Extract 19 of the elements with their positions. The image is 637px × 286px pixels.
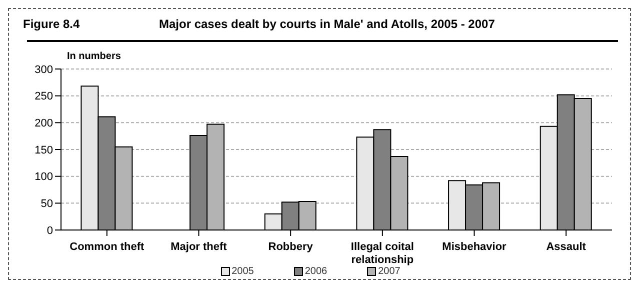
- y-tick-label: 100: [34, 171, 53, 184]
- legend-label: 2007: [378, 266, 400, 277]
- y-tick-label: 200: [34, 118, 53, 130]
- y-tick-label: 300: [34, 64, 53, 76]
- legend-label: 2005: [232, 266, 254, 277]
- y-tick-label: 250: [34, 90, 53, 103]
- x-tick-label: Major theft: [170, 241, 228, 253]
- y-tick-label: 50: [40, 198, 53, 210]
- x-tick-label: Illegal coital relationship: [350, 241, 414, 266]
- y-tick-label: 150: [34, 144, 53, 156]
- legend-label: 2006: [304, 266, 328, 277]
- x-tick-label: Misbehavior: [442, 241, 508, 253]
- caption: Figure 8.4: [23, 17, 80, 31]
- x-tick-label: Assault: [546, 241, 586, 253]
- y-axis-title: In numbers: [67, 51, 121, 62]
- x-tick-label: Robbery: [268, 241, 314, 253]
- x-tick-label: Common theft: [70, 241, 145, 253]
- y-tick-label: 0: [46, 224, 53, 237]
- chart-title: Major cases dealt by courts in Male' and Atolls, 2005 - 2007: [159, 17, 495, 31]
